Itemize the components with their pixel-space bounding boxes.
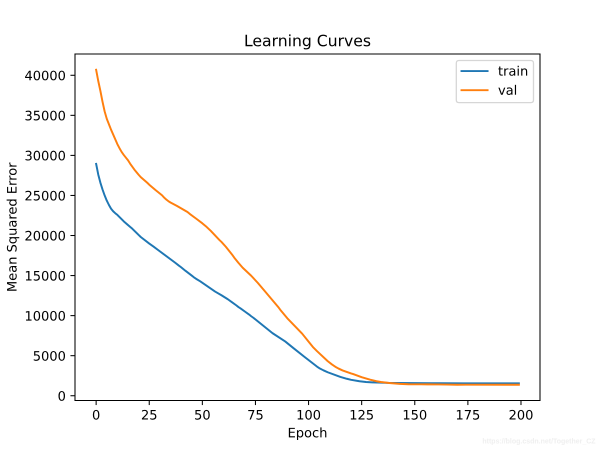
svg-text:https://blog.csdn.net/Together: https://blog.csdn.net/Together_CZ [482,438,596,445]
